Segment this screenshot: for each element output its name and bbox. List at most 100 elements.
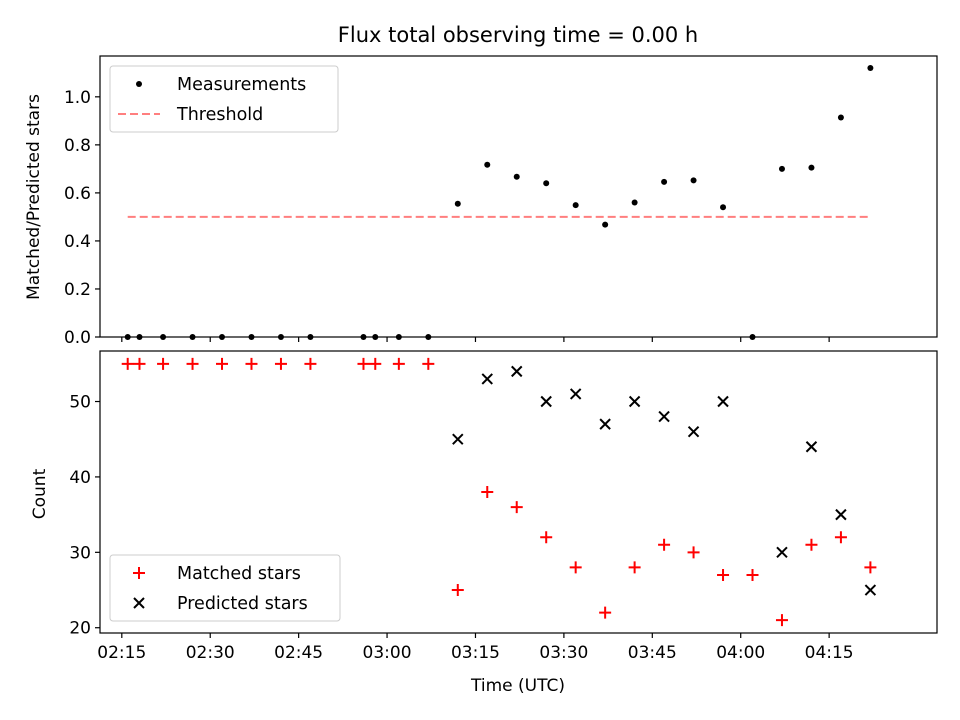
measurement-point	[248, 334, 255, 340]
matched-star-point	[392, 357, 405, 370]
predicted-star-point	[452, 433, 464, 445]
measurement-point	[690, 177, 697, 184]
measurement-point	[277, 334, 284, 340]
measurement-point	[602, 221, 609, 228]
measurement-point	[136, 334, 143, 340]
measurement-point	[360, 334, 367, 340]
matched-star-point	[510, 501, 523, 514]
predicted-star-point	[687, 425, 700, 438]
matched-star-point	[481, 486, 494, 498]
predicted-star-point	[599, 418, 611, 430]
matched-star-point	[775, 614, 788, 627]
bottom-y-axis-label: Count	[30, 468, 50, 519]
matched-star-point	[245, 357, 258, 370]
legend-predicted-marker	[133, 597, 145, 609]
top-y-tick-label: 0.2	[64, 280, 91, 300]
matched-star-point	[805, 538, 818, 551]
measurement-point	[513, 173, 520, 180]
legend-predicted-label: Predicted stars	[177, 594, 308, 614]
bottom-legend: Matched stars Predicted stars	[109, 554, 341, 622]
top-y-tick-label: 0.8	[64, 136, 91, 156]
predicted-star-point	[864, 584, 877, 596]
measurement-point	[395, 334, 402, 340]
matched-star-point	[133, 357, 146, 370]
bottom-plot-frame	[99, 350, 938, 634]
measurement-point	[867, 65, 874, 72]
matched-star-point	[422, 357, 435, 370]
matched-star-point	[864, 561, 877, 574]
matched-star-point	[121, 357, 134, 370]
measurement-point	[572, 202, 579, 209]
matched-star-point	[540, 531, 553, 544]
predicted-star-point	[540, 395, 552, 408]
bottom-x-tick-label: 03:45	[628, 643, 677, 663]
predicted-star-point	[481, 373, 493, 385]
measurement-point	[778, 165, 785, 172]
matched-star-point	[569, 561, 582, 574]
matched-star-point	[274, 357, 287, 370]
matched-star-point	[834, 531, 847, 544]
measurement-point	[720, 204, 727, 211]
top-y-tick-label: 0.6	[64, 184, 91, 204]
bottom-y-tick-label: 30	[69, 543, 91, 563]
bottom-x-tick-label: 02:45	[274, 643, 323, 663]
predicted-star-point	[628, 395, 641, 408]
measurement-point	[661, 178, 668, 185]
top-axes: 0.0 0.2 0.4 0.6 0.8 1.0	[64, 55, 938, 348]
measurement-point	[749, 334, 756, 340]
top-plot-marks	[124, 65, 874, 340]
measurement-point	[631, 199, 638, 206]
matched-star-point	[304, 357, 317, 370]
legend-matched-label: Matched stars	[177, 564, 301, 584]
bottom-x-tick-label: 02:15	[97, 643, 146, 663]
top-y-axis-label: Matched/Predicted stars	[24, 94, 44, 300]
predicted-star-point	[511, 365, 523, 378]
top-legend: Measurements Threshold	[109, 65, 339, 133]
bottom-x-tick-label: 04:15	[805, 643, 854, 663]
measurement-point	[160, 334, 167, 340]
measurement-point	[219, 334, 226, 340]
measurement-point	[454, 200, 461, 207]
bottom-y-tick-label: 40	[69, 468, 91, 488]
measurement-point	[425, 334, 432, 340]
bottom-y-tick-label: 20	[69, 619, 91, 639]
bottom-x-tick-label: 02:30	[186, 643, 235, 663]
bottom-x-tick-label: 04:00	[716, 643, 765, 663]
bottom-x-tick-label: 03:00	[363, 643, 412, 663]
legend-matched-marker	[133, 567, 145, 579]
bottom-y-tick-label: 50	[69, 393, 91, 413]
matched-star-point	[599, 606, 612, 619]
predicted-star-point	[835, 508, 847, 521]
matched-star-point	[658, 538, 671, 551]
bottom-axes: 20 30 40 50 02:15 02:30 02:45 03:00 03:15 03:30 03…	[69, 350, 938, 663]
top-y-tick-label: 0.0	[64, 328, 91, 348]
matched-star-point	[717, 568, 730, 581]
x-axis-label: Time (UTC)	[470, 676, 565, 696]
measurement-point	[543, 180, 550, 187]
matched-star-point	[157, 357, 170, 370]
matched-star-point	[451, 584, 464, 597]
measurement-point	[307, 334, 314, 340]
legend-measurements-marker	[136, 81, 142, 87]
matched-star-point	[216, 357, 229, 370]
measurement-point	[124, 334, 131, 340]
legend-threshold-label: Threshold	[176, 105, 263, 125]
predicted-star-point	[717, 395, 729, 408]
bottom-x-tick-label: 03:30	[539, 643, 588, 663]
matched-star-point	[369, 357, 382, 370]
legend-measurements-label: Measurements	[177, 75, 306, 95]
bottom-plot-marks	[121, 357, 877, 627]
top-y-tick-label: 1.0	[64, 88, 91, 108]
measurement-point	[484, 161, 491, 168]
top-plot-frame	[99, 55, 938, 338]
predicted-star-point	[776, 546, 788, 559]
predicted-star-point	[658, 410, 670, 423]
matched-star-point	[628, 561, 641, 574]
measurement-point	[189, 334, 196, 340]
measurement-point	[372, 334, 379, 340]
matched-star-point	[186, 357, 199, 370]
measurement-point	[808, 164, 815, 171]
matched-star-point	[357, 357, 370, 370]
top-legend-frame	[109, 65, 339, 133]
